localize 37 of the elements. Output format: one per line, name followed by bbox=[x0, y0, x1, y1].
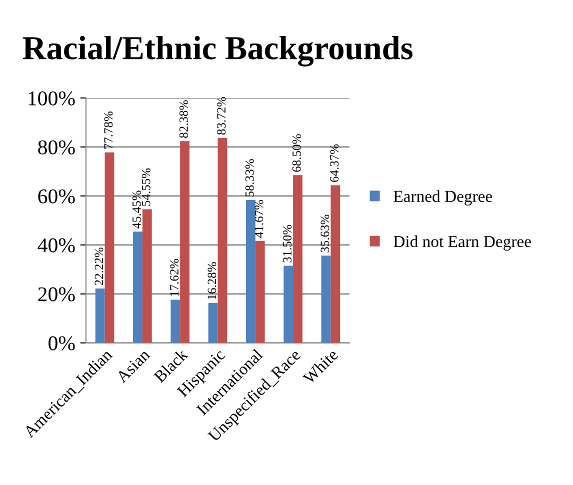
data-label: 22.22% bbox=[94, 248, 104, 286]
chart-title: Racial/Ethnic Backgrounds bbox=[22, 36, 412, 66]
data-label: 45.45% bbox=[132, 190, 141, 229]
data-label: 54.55% bbox=[142, 168, 150, 206]
data-label: 17.62% bbox=[170, 258, 179, 296]
data-label: 35.63% bbox=[320, 214, 330, 252]
bar bbox=[330, 185, 340, 343]
y-tick-label: 60% bbox=[38, 189, 75, 204]
bar bbox=[95, 288, 105, 343]
bar bbox=[293, 175, 302, 343]
legend-label: Earned Degree bbox=[394, 190, 492, 206]
bar bbox=[218, 138, 228, 343]
bar bbox=[208, 303, 218, 343]
data-label: 58.33% bbox=[245, 159, 254, 197]
y-tick-label: 0% bbox=[48, 336, 75, 350]
y-tick-label: 100% bbox=[28, 91, 75, 106]
data-label: 68.50% bbox=[292, 134, 301, 172]
data-label: 83.72% bbox=[217, 96, 226, 135]
bar bbox=[246, 200, 256, 343]
bar bbox=[104, 152, 114, 343]
bar bbox=[133, 232, 142, 343]
data-label: 16.28% bbox=[208, 262, 216, 300]
bar bbox=[180, 141, 190, 343]
y-tick-label: 40% bbox=[38, 238, 75, 252]
data-label: 64.37% bbox=[330, 144, 339, 182]
data-label: 41.67% bbox=[254, 200, 264, 238]
data-label: 77.78% bbox=[104, 112, 113, 149]
bar bbox=[170, 300, 180, 343]
bar bbox=[142, 209, 152, 343]
bar bbox=[321, 256, 331, 343]
bar bbox=[284, 266, 294, 343]
bar bbox=[255, 240, 265, 343]
y-tick-label: 20% bbox=[38, 287, 75, 302]
data-label: 31.50% bbox=[283, 224, 292, 262]
legend-label: Did not Earn Degree bbox=[394, 235, 531, 251]
y-tick-label: 80% bbox=[38, 140, 75, 154]
data-label: 82.38% bbox=[179, 100, 188, 138]
